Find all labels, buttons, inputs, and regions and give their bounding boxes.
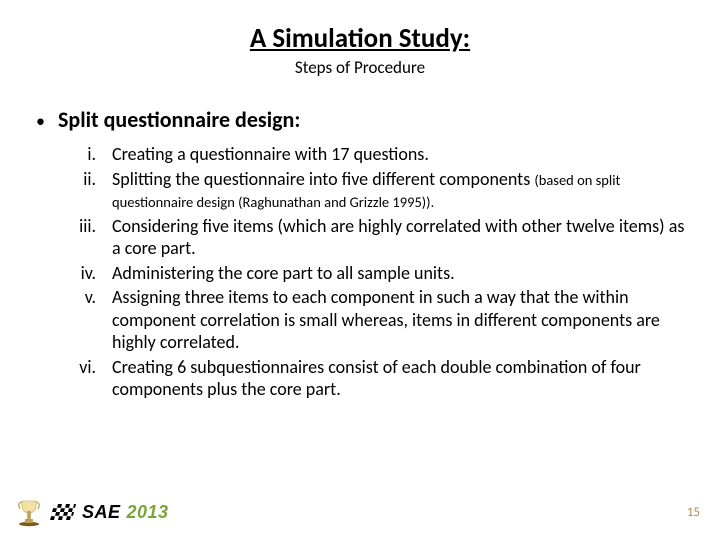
list-text: Considering five items (which are highly… [112, 215, 686, 260]
page-number: 15 [687, 505, 700, 520]
list-text: Assigning three items to each component … [112, 286, 686, 354]
bullet-item: • Split questionnaire design: [34, 106, 686, 133]
bullet-text: Split questionnaire design: [58, 106, 300, 133]
list-text-main: Splitting the questionnaire into five di… [112, 168, 534, 190]
brand-year: 2013 [127, 502, 169, 523]
roman-list: i. Creating a questionnaire with 17 ques… [70, 143, 686, 401]
checkered-flag-icon [50, 504, 76, 520]
list-label: i. [70, 143, 112, 166]
list-text: Creating a questionnaire with 17 questio… [112, 143, 686, 166]
list-item: iii. Considering five items (which are h… [70, 215, 686, 260]
slide-body: • Split questionnaire design: i. Creatin… [34, 106, 686, 401]
list-label: iii. [70, 215, 112, 238]
list-label: ii. [70, 168, 112, 191]
slide-subtitle: Steps of Procedure [34, 57, 686, 78]
list-item: ii. Splitting the questionnaire into fiv… [70, 168, 686, 213]
logo-group: SAE 2013 [16, 497, 169, 527]
list-text: Administering the core part to all sampl… [112, 262, 686, 285]
list-label: vi. [70, 356, 112, 379]
bullet-glyph: • [36, 110, 58, 132]
list-item: vi. Creating 6 subquestionnaires consist… [70, 356, 686, 401]
brand: SAE 2013 [52, 502, 169, 523]
brand-name: SAE [82, 502, 121, 523]
brand-text: SAE 2013 [82, 502, 169, 523]
list-item: i. Creating a questionnaire with 17 ques… [70, 143, 686, 166]
footer: SAE 2013 15 [0, 494, 720, 530]
list-item: iv. Administering the core part to all s… [70, 262, 686, 285]
list-text: Creating 6 subquestionnaires consist of … [112, 356, 686, 401]
list-label: v. [70, 286, 112, 309]
list-text: Splitting the questionnaire into five di… [112, 168, 686, 213]
list-item: v. Assigning three items to each compone… [70, 286, 686, 354]
slide: A Simulation Study: Steps of Procedure •… [0, 0, 720, 540]
trophy-icon [16, 497, 42, 527]
list-label: iv. [70, 262, 112, 285]
slide-title: A Simulation Study: [34, 22, 686, 55]
